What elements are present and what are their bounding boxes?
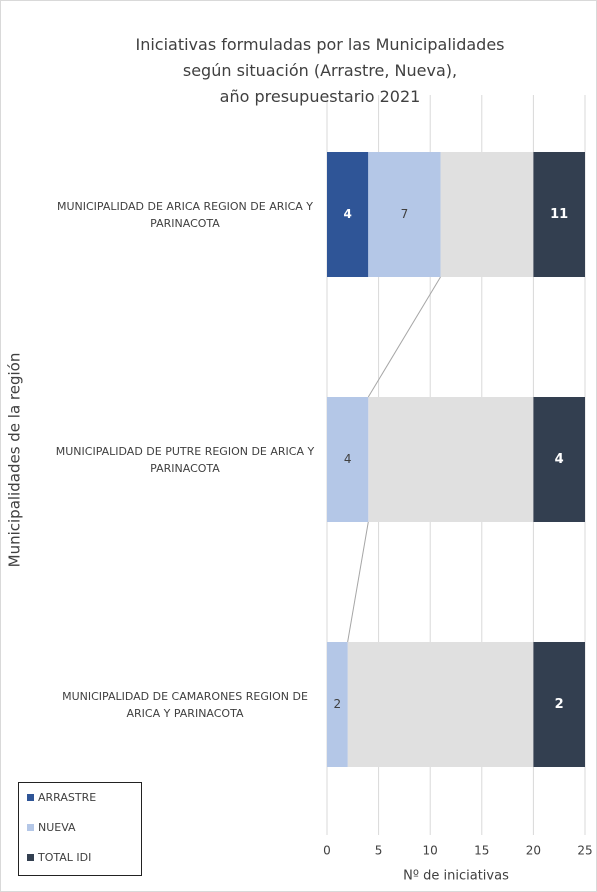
- bar-segment: [327, 152, 369, 277]
- total-box: [533, 642, 585, 767]
- bar-filler: [347, 642, 534, 767]
- total-box: [533, 152, 585, 277]
- legend-entry: NUEVA: [27, 821, 76, 834]
- chart-title: Iniciativas formuladas por las Municipal…: [70, 32, 570, 110]
- total-box: [533, 397, 585, 522]
- legend-swatch: [27, 824, 34, 831]
- legend-swatch: [27, 854, 34, 861]
- x-tick-label: 25: [577, 844, 592, 858]
- x-tick-label: 5: [375, 844, 383, 858]
- x-tick-label: 10: [423, 844, 438, 858]
- bar-segment: [327, 397, 369, 522]
- title-line: según situación (Arrastre, Nueva),: [182, 61, 458, 80]
- legend-label: NUEVA: [38, 821, 76, 834]
- title-line: año presupuestario 2021: [219, 87, 421, 106]
- legend-label: ARRASTRE: [38, 791, 97, 804]
- title-line: Iniciativas formuladas por las Municipal…: [135, 35, 505, 54]
- x-tick-label: 0: [323, 844, 331, 858]
- data-label: 4: [555, 452, 564, 467]
- category-label: MUNICIPALIDAD DE PUTRE REGION DE ARICA Y…: [55, 444, 315, 475]
- x-axis-label: Nº de iniciativas: [403, 869, 509, 884]
- category-label: MUNICIPALIDAD DE ARICA REGION DE ARICA Y…: [56, 199, 314, 230]
- data-label: 11: [550, 207, 568, 222]
- legend-entry: TOTAL IDI: [27, 851, 91, 864]
- bar-segment: [327, 642, 348, 767]
- series-connector: [347, 521, 369, 643]
- bar-segment: [368, 152, 441, 277]
- data-label: 2: [333, 697, 341, 711]
- legend: ARRASTRE NUEVA TOTAL IDI: [18, 782, 142, 876]
- legend-entry: ARRASTRE: [27, 791, 96, 804]
- category-label: MUNICIPALIDAD DE CAMARONES REGION DE ARI…: [62, 689, 308, 720]
- data-label: 2: [555, 697, 564, 712]
- legend-label: TOTAL IDI: [38, 851, 92, 864]
- x-tick-label: 20: [526, 844, 541, 858]
- series-connector: [367, 276, 441, 398]
- data-label: 4: [344, 452, 352, 466]
- bar-filler: [440, 152, 534, 277]
- data-label: 4: [343, 207, 351, 221]
- legend-swatch: [27, 794, 34, 801]
- y-axis-label: Municipalidades de la región: [6, 353, 24, 568]
- x-tick-label: 15: [474, 844, 489, 858]
- data-label: 7: [401, 207, 409, 221]
- bar-filler: [368, 397, 534, 522]
